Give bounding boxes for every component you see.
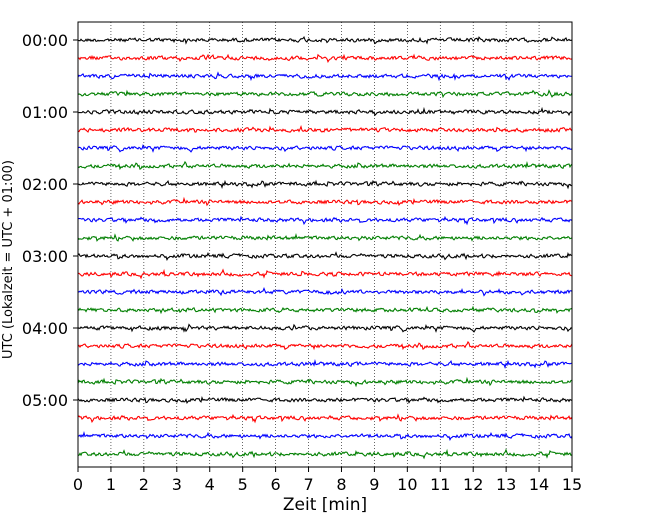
x-tick-label: 1 bbox=[106, 475, 116, 494]
trace-0445 bbox=[77, 376, 573, 388]
x-tick-label: 14 bbox=[529, 475, 549, 494]
y-axis-label: UTC (Lokalzeit = UTC + 01:00) bbox=[1, 160, 16, 359]
plot-frame bbox=[77, 21, 573, 468]
x-axis-label: Zeit [min] bbox=[283, 495, 367, 515]
seismogram-traces bbox=[77, 35, 573, 460]
trace-0115 bbox=[77, 125, 573, 133]
x-axis-ticks: 0 1 2 3 4 5 6 7 8 9 10 11 12 13 14 15 bbox=[73, 467, 582, 494]
trace-0345 bbox=[77, 305, 573, 315]
trace-0430 bbox=[77, 358, 573, 370]
trace-0315 bbox=[77, 268, 573, 280]
x-tick-label: 11 bbox=[430, 475, 450, 494]
trace-0245 bbox=[77, 232, 573, 242]
x-tick-label: 7 bbox=[303, 475, 313, 494]
trace-0215 bbox=[77, 196, 573, 207]
y-tick-label: 00:00 bbox=[22, 31, 68, 50]
y-axis-ticks: 00:00 01:00 02:00 03:00 04:00 05:00 bbox=[22, 31, 78, 410]
x-tick-label: 6 bbox=[271, 475, 281, 494]
x-tick-label: 12 bbox=[463, 475, 483, 494]
trace-0500 bbox=[77, 395, 573, 404]
x-tick-label: 3 bbox=[172, 475, 182, 494]
y-tick-label: 01:00 bbox=[22, 103, 68, 122]
x-tick-label: 0 bbox=[73, 475, 83, 494]
x-tick-label: 13 bbox=[496, 475, 516, 494]
trace-0015 bbox=[77, 53, 573, 63]
trace-0530 bbox=[77, 430, 573, 442]
trace-0100 bbox=[77, 106, 573, 117]
trace-0330 bbox=[77, 287, 573, 297]
trace-0415 bbox=[77, 340, 573, 351]
trace-0300 bbox=[77, 251, 573, 262]
y-tick-label: 04:00 bbox=[22, 319, 68, 338]
x-tick-label: 5 bbox=[238, 475, 248, 494]
trace-0400 bbox=[77, 323, 573, 333]
trace-0230 bbox=[77, 215, 573, 226]
x-tick-label: 4 bbox=[205, 475, 215, 494]
trace-0200 bbox=[77, 179, 573, 190]
trace-0000 bbox=[77, 35, 573, 45]
trace-0545 bbox=[77, 448, 573, 460]
trace-0515 bbox=[77, 413, 573, 424]
grid-lines bbox=[110, 22, 540, 467]
x-tick-label: 10 bbox=[397, 475, 417, 494]
trace-0145 bbox=[77, 160, 573, 171]
x-tick-label: 2 bbox=[139, 475, 149, 494]
y-tick-label: 03:00 bbox=[22, 247, 68, 266]
trace-0045 bbox=[77, 89, 573, 99]
x-tick-label: 9 bbox=[369, 475, 379, 494]
x-tick-label: 8 bbox=[336, 475, 346, 494]
y-tick-label: 05:00 bbox=[22, 391, 68, 410]
trace-0030 bbox=[77, 71, 573, 82]
trace-0130 bbox=[77, 143, 573, 153]
x-tick-label: 15 bbox=[562, 475, 582, 494]
y-tick-label: 02:00 bbox=[22, 175, 68, 194]
